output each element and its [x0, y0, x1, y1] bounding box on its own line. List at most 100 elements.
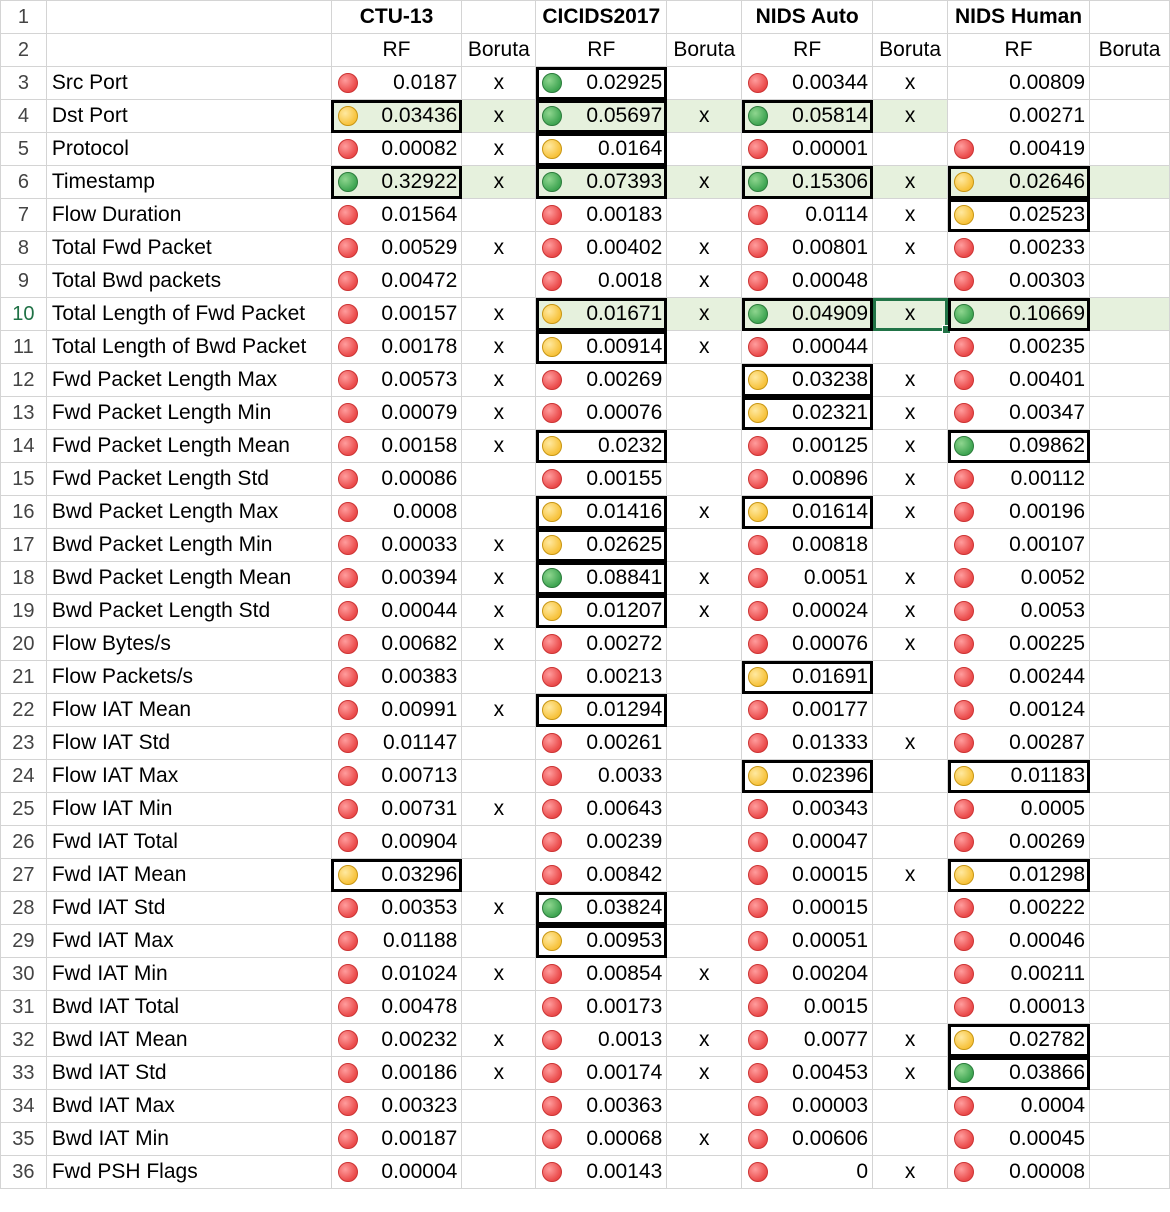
boruta-cell[interactable] — [1089, 990, 1170, 1024]
boruta-cell[interactable]: x — [461, 396, 537, 430]
boruta-cell[interactable] — [666, 693, 743, 727]
boruta-cell[interactable] — [1089, 396, 1170, 430]
feature-name-cell[interactable]: Fwd IAT Std — [45, 891, 332, 925]
subheader-boruta[interactable]: Boruta — [461, 33, 537, 67]
rf-value-cell[interactable]: 0.00174 — [535, 1056, 668, 1090]
boruta-cell[interactable] — [666, 891, 743, 925]
boruta-cell[interactable] — [461, 990, 537, 1024]
rf-value-cell[interactable]: 0.0187 — [330, 66, 463, 100]
feature-name-cell[interactable]: Fwd PSH Flags — [45, 1155, 332, 1189]
rf-value-cell[interactable]: 0.01294 — [535, 693, 668, 727]
boruta-cell[interactable]: x — [872, 858, 949, 892]
rf-value-cell[interactable]: 0.0005 — [947, 792, 1091, 826]
boruta-cell[interactable]: x — [666, 330, 743, 364]
rf-value-cell[interactable]: 0.00003 — [741, 1089, 874, 1123]
rf-value-cell[interactable]: 0.00272 — [535, 627, 668, 661]
feature-name-cell[interactable]: Bwd Packet Length Min — [45, 528, 332, 562]
boruta-cell[interactable] — [666, 528, 743, 562]
boruta-cell[interactable]: x — [461, 1023, 537, 1057]
boruta-cell[interactable] — [461, 924, 537, 958]
boruta-cell[interactable] — [666, 792, 743, 826]
rf-value-cell[interactable]: 0.00818 — [741, 528, 874, 562]
rf-value-cell[interactable]: 0.00343 — [741, 792, 874, 826]
boruta-cell[interactable]: x — [666, 1056, 743, 1090]
rf-value-cell[interactable]: 0.00015 — [741, 891, 874, 925]
boruta-cell[interactable] — [666, 363, 743, 397]
feature-name-cell[interactable]: Bwd IAT Min — [45, 1122, 332, 1156]
boruta-cell[interactable] — [666, 1089, 743, 1123]
boruta-cell[interactable] — [461, 1089, 537, 1123]
boruta-cell[interactable]: x — [872, 1155, 949, 1189]
rf-value-cell[interactable]: 0.00344 — [741, 66, 874, 100]
rf-value-cell[interactable]: 0.00401 — [947, 363, 1091, 397]
rf-value-cell[interactable]: 0.01024 — [330, 957, 463, 991]
boruta-cell[interactable]: x — [666, 594, 743, 628]
row-number[interactable]: 23 — [0, 726, 47, 760]
rf-value-cell[interactable]: 0.00573 — [330, 363, 463, 397]
subheader-rf[interactable]: RF — [947, 33, 1091, 67]
rf-value-cell[interactable]: 0.00086 — [330, 462, 463, 496]
rf-value-cell[interactable]: 0.0114 — [741, 198, 874, 232]
rf-value-cell[interactable]: 0.0013 — [535, 1023, 668, 1057]
row-number[interactable]: 17 — [0, 528, 47, 562]
boruta-cell[interactable] — [1089, 561, 1170, 595]
rf-value-cell[interactable]: 0.00383 — [330, 660, 463, 694]
boruta-cell[interactable] — [1089, 1089, 1170, 1123]
boruta-cell[interactable] — [1089, 924, 1170, 958]
rf-value-cell[interactable]: 0.00809 — [947, 66, 1091, 100]
feature-name-cell[interactable]: Bwd Packet Length Std — [45, 594, 332, 628]
boruta-cell[interactable] — [666, 660, 743, 694]
rf-value-cell[interactable]: 0.00854 — [535, 957, 668, 991]
rf-value-cell[interactable]: 0.00076 — [535, 396, 668, 430]
row-number[interactable]: 29 — [0, 924, 47, 958]
row-number[interactable]: 6 — [0, 165, 47, 199]
row-number[interactable]: 24 — [0, 759, 47, 793]
rf-value-cell[interactable]: 0.0077 — [741, 1023, 874, 1057]
rf-value-cell[interactable]: 0 — [741, 1155, 874, 1189]
boruta-cell[interactable]: x — [872, 363, 949, 397]
rf-value-cell[interactable]: 0.00235 — [947, 330, 1091, 364]
boruta-cell[interactable] — [666, 627, 743, 661]
rf-value-cell[interactable]: 0.05697 — [535, 99, 668, 133]
rf-value-cell[interactable]: 0.00225 — [947, 627, 1091, 661]
rf-value-cell[interactable]: 0.00347 — [947, 396, 1091, 430]
feature-name-cell[interactable]: Flow Bytes/s — [45, 627, 332, 661]
boruta-cell[interactable] — [1089, 957, 1170, 991]
boruta-cell[interactable]: x — [872, 1056, 949, 1090]
row-number[interactable]: 19 — [0, 594, 47, 628]
boruta-cell[interactable] — [1089, 693, 1170, 727]
boruta-cell[interactable] — [872, 1122, 949, 1156]
row-number[interactable]: 25 — [0, 792, 47, 826]
rf-value-cell[interactable]: 0.00112 — [947, 462, 1091, 496]
rf-value-cell[interactable]: 0.00713 — [330, 759, 463, 793]
rf-value-cell[interactable]: 0.00682 — [330, 627, 463, 661]
row-number[interactable]: 11 — [0, 330, 47, 364]
boruta-cell[interactable]: x — [461, 132, 537, 166]
rf-value-cell[interactable]: 0.00155 — [535, 462, 668, 496]
feature-name-cell[interactable]: Bwd Packet Length Max — [45, 495, 332, 529]
boruta-cell[interactable] — [666, 462, 743, 496]
boruta-cell[interactable] — [666, 132, 743, 166]
rf-value-cell[interactable]: 0.00643 — [535, 792, 668, 826]
boruta-cell[interactable]: x — [461, 693, 537, 727]
rf-value-cell[interactable]: 0.15306 — [741, 165, 874, 199]
rf-value-cell[interactable]: 0.00204 — [741, 957, 874, 991]
row-number[interactable]: 2 — [0, 33, 47, 67]
boruta-cell[interactable] — [666, 825, 743, 859]
feature-name-cell[interactable]: Fwd Packet Length Mean — [45, 429, 332, 463]
boruta-cell[interactable] — [1089, 1023, 1170, 1057]
feature-name-cell[interactable]: Fwd Packet Length Max — [45, 363, 332, 397]
rf-value-cell[interactable]: 0.00353 — [330, 891, 463, 925]
subheader-boruta[interactable]: Boruta — [1089, 33, 1170, 67]
rf-value-cell[interactable]: 0.01614 — [741, 495, 874, 529]
boruta-cell[interactable]: x — [666, 264, 743, 298]
boruta-cell[interactable]: x — [461, 561, 537, 595]
boruta-cell[interactable]: x — [666, 165, 743, 199]
feature-name-cell[interactable]: Bwd IAT Std — [45, 1056, 332, 1090]
boruta-cell[interactable] — [461, 1155, 537, 1189]
boruta-cell[interactable] — [1089, 231, 1170, 265]
boruta-cell[interactable]: x — [461, 627, 537, 661]
rf-value-cell[interactable]: 0.00222 — [947, 891, 1091, 925]
rf-value-cell[interactable]: 0.00269 — [535, 363, 668, 397]
boruta-cell[interactable]: x — [872, 66, 949, 100]
